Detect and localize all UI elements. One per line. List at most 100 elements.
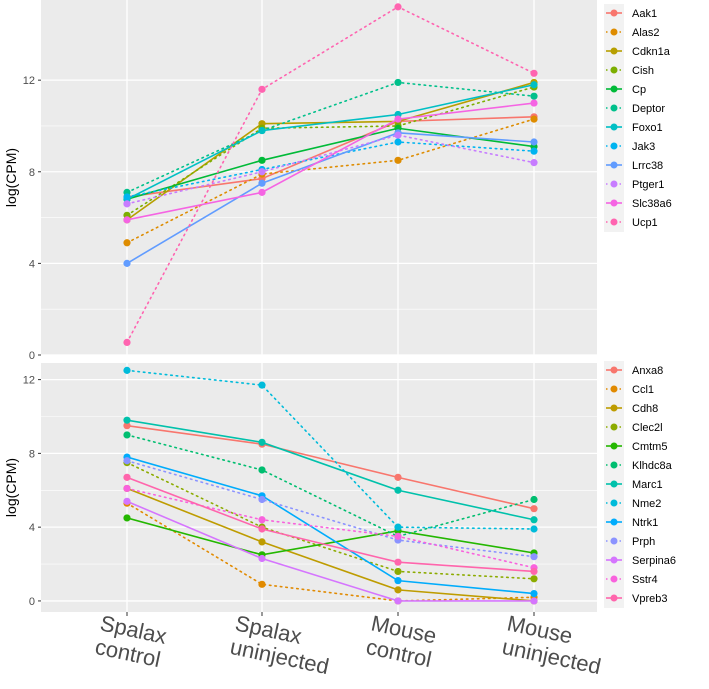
y-tick-label: 4: [29, 522, 35, 534]
data-point-Cp: [258, 156, 266, 164]
legend-label: Ntrk1: [632, 517, 658, 529]
data-point-Nme2: [530, 525, 538, 533]
data-point-Ptger1: [394, 131, 402, 139]
series-line-Lrrc38: [126, 132, 535, 265]
series-line-Ptger1: [126, 134, 535, 205]
legend-label: Aak1: [632, 8, 657, 20]
data-point-Slc38a6: [394, 115, 402, 123]
data-point-Serpina6: [394, 597, 402, 605]
legend-label: Prph: [632, 536, 655, 548]
y-tick-label: 0: [29, 350, 35, 362]
legend-point: [610, 9, 618, 17]
data-point-Alas2: [123, 239, 131, 247]
data-point-Serpina6: [123, 497, 131, 505]
data-point-Alas2: [394, 156, 402, 164]
x-tick-label: Mousecontrol: [364, 610, 439, 672]
legend-label: Klhdc8a: [632, 460, 673, 472]
data-point-Foxo1: [258, 126, 266, 135]
series-line-Aak1: [126, 116, 535, 198]
data-point-Nme2: [123, 366, 131, 374]
data-point-Nme2: [258, 381, 266, 389]
data-point-Vpreb3: [394, 558, 402, 566]
data-point-Marc1: [123, 416, 131, 424]
legend-point: [610, 142, 618, 150]
series-line-Slc38a6: [126, 102, 535, 221]
data-point-Deptor: [530, 92, 538, 100]
series-line-Cdh8: [126, 487, 535, 602]
data-point-Vpreb3: [530, 567, 538, 576]
y-tick-label: 8: [29, 448, 35, 460]
legend-label: Cdh8: [632, 403, 658, 415]
series-line-Ntrk1: [126, 456, 535, 595]
data-point-Anxa8: [530, 505, 538, 513]
x-tick-label: Spalaxuninjected: [228, 610, 336, 679]
data-point-Marc1: [258, 438, 266, 446]
legend-point: [610, 123, 618, 131]
data-point-Lrrc38: [123, 259, 131, 267]
data-point-Jak3: [394, 138, 402, 146]
data-point-Ptger1: [123, 200, 131, 208]
panel-2: 0 4 8 12 log(CPM) Anxa8 Ccl1 Cdh8 Clec2l Cmtm5 Klh…: [3, 361, 676, 612]
legend-point: [610, 161, 618, 169]
series-line-Anxa8: [126, 424, 535, 510]
legend-label: Slc38a6: [632, 198, 672, 210]
legend-label: Ucp1: [632, 217, 658, 229]
data-point-Cmtm5: [123, 514, 131, 522]
series-line-Vpreb3: [126, 476, 535, 573]
data-point-Ptger1: [258, 168, 266, 176]
legend-point: [610, 518, 618, 526]
legend-label: Vpreb3: [632, 593, 667, 605]
data-point-Serpina6: [530, 597, 538, 605]
legend-label: Deptor: [632, 103, 665, 115]
plot-background: [41, 363, 597, 612]
x-tick-label: Spalaxcontrol: [93, 610, 169, 672]
data-point-Ucp1: [394, 3, 402, 11]
data-point-Lrrc38: [258, 179, 266, 187]
legend-label: Alas2: [632, 27, 660, 39]
legend-point: [610, 218, 618, 226]
legend-point: [610, 104, 618, 112]
data-point-Clec2l: [394, 567, 402, 576]
data-point-Jak3: [123, 193, 131, 201]
legend-label: Lrrc38: [632, 160, 663, 172]
data-point-Ucp1: [123, 338, 131, 347]
data-point-Marc1: [394, 486, 402, 494]
legend-label: Cish: [632, 65, 654, 77]
data-point-Lrrc38: [530, 138, 538, 146]
data-point-Alas2: [530, 115, 538, 123]
data-point-Sstr4: [258, 516, 266, 524]
data-point-Sstr4: [394, 532, 402, 540]
data-point-Sstr4: [123, 484, 131, 493]
y-tick-label: 4: [29, 258, 35, 270]
data-point-Prph: [123, 457, 131, 465]
legend-point: [610, 85, 618, 93]
series-line-Ccl1: [126, 502, 535, 602]
legend-label: Cdkn1a: [632, 46, 671, 58]
series-line-Foxo1: [126, 83, 535, 201]
legend-point: [610, 556, 618, 564]
legend-point: [610, 66, 618, 74]
data-point-Cdh8: [394, 586, 402, 594]
legend-point: [610, 594, 618, 602]
legend-point: [610, 366, 618, 374]
series-line-Clec2l: [126, 461, 535, 580]
data-point-Ntrk1: [530, 589, 538, 598]
data-point-Vpreb3: [123, 473, 131, 481]
y-tick-label: 12: [23, 75, 35, 87]
data-point-Prph: [258, 495, 266, 504]
legend-label: Ptger1: [632, 179, 664, 191]
series-line-Deptor: [126, 81, 535, 194]
series-line-Alas2: [126, 118, 535, 244]
legend-label: Jak3: [632, 141, 655, 153]
data-point-Ptger1: [530, 159, 538, 167]
legend-label: Clec2l: [632, 422, 663, 434]
data-point-Klhdc8a: [123, 431, 131, 439]
series-line-Marc1: [126, 419, 535, 521]
legend-label: Nme2: [632, 498, 661, 510]
legend-label: Cp: [632, 84, 646, 96]
data-point-Ucp1: [258, 85, 266, 93]
plot-background: [41, 0, 597, 355]
data-point-Clec2l: [530, 575, 538, 583]
data-point-Vpreb3: [258, 525, 266, 533]
